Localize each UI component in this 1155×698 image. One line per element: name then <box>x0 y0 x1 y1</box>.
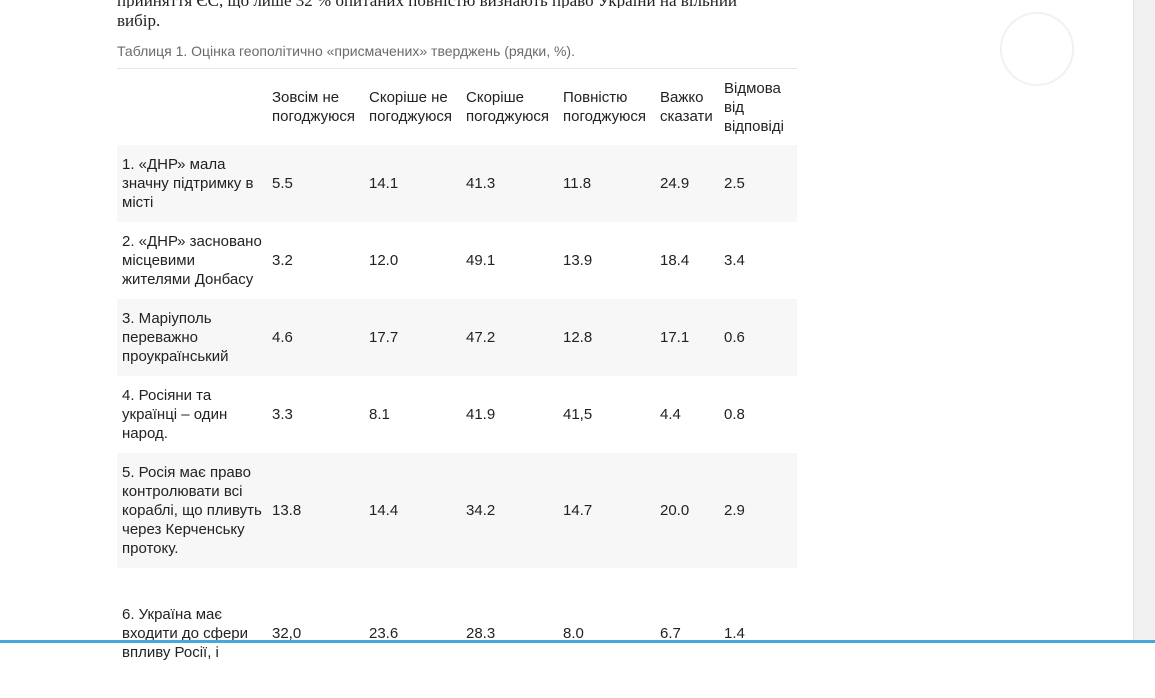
table-cell: 23.6 <box>369 624 399 642</box>
table-cell: 0.6 <box>724 329 745 346</box>
survey-table: Зовсім не погоджуюся Скоріше не погоджую… <box>117 69 797 698</box>
header-cell: Відмова від відповіді <box>724 79 784 135</box>
scrollbar-track[interactable] <box>1133 0 1155 643</box>
table-cell: 47.2 <box>466 329 496 346</box>
table-cell: 49.1 <box>466 252 496 269</box>
table-caption: Таблиця 1. Оцінка геополітично «присмаче… <box>117 43 575 59</box>
header-cell: Скоріше погоджуюся <box>466 89 549 125</box>
article-text-line: вибір. <box>117 11 161 30</box>
divider <box>117 68 797 69</box>
table-cell: 13.8 <box>272 502 302 519</box>
table-cell: 41.3 <box>466 175 496 192</box>
table-cell: 14.4 <box>369 502 399 519</box>
table-cell: 20.0 <box>660 502 690 519</box>
table-cell: 3.2 <box>272 252 293 269</box>
table-cell: 28.3 <box>466 624 496 642</box>
table-cell: 12.0 <box>369 252 399 269</box>
row-label: 2. «ДНР» засновано місцевими жителями До… <box>122 233 262 288</box>
header-cell-empty <box>117 69 272 145</box>
table-row: 2. «ДНР» засновано місцевими жителями До… <box>117 222 797 299</box>
bottom-accent-line <box>0 640 1155 643</box>
table-cell: 3.4 <box>724 252 745 269</box>
table-cell: 4.4 <box>660 406 681 423</box>
table-cell: 13.9 <box>563 252 593 269</box>
table-row: 5. Росія має право контролювати всі кора… <box>117 453 797 568</box>
header-cell: Зовсім не погоджуюся <box>272 89 355 125</box>
table-cell: 41,5 <box>563 406 593 423</box>
row-label: 3. Маріуполь переважно проукраїнський <box>122 310 229 365</box>
row-label: 1. «ДНР» мала значну підтримку в місті <box>122 156 254 211</box>
table-cell: 14.1 <box>369 175 399 192</box>
table-row: 4. Росіяни та українці – один народ. 3.3… <box>117 376 797 453</box>
table-cell: 8.0 <box>563 624 584 642</box>
table-cell: 3.3 <box>272 406 293 423</box>
table-cell: 2.5 <box>724 175 745 192</box>
table-cell: 5.5 <box>272 175 293 192</box>
table-cell: 1.4 <box>724 624 745 642</box>
article-text-line: прийняття ЄС, що лише 32 % опитаних повн… <box>117 0 877 8</box>
table-cell: 8.1 <box>369 406 390 423</box>
table-row: 3. Маріуполь переважно проукраїнський 4.… <box>117 299 797 376</box>
table-cell: 14.7 <box>563 502 593 519</box>
table-cell: 18.4 <box>660 252 690 269</box>
header-cell: Повністю погоджуюся <box>563 89 646 125</box>
table-cell: 12.8 <box>563 329 593 346</box>
table-cell: 4.6 <box>272 329 293 346</box>
table-row: 1. «ДНР» мала значну підтримку в місті 5… <box>117 145 797 222</box>
row-label: 5. Росія має право контролювати всі кора… <box>122 464 262 557</box>
article-text-fragment: прийняття ЄС, що лише 32 % опитаних повн… <box>117 0 877 34</box>
table-cell: 2.9 <box>724 502 745 519</box>
row-label: 4. Росіяни та українці – один народ. <box>122 387 228 442</box>
row-label: 6. Україна має входити до сфери впливу Р… <box>122 605 249 661</box>
table-cell: 6.7 <box>660 624 681 642</box>
table-cell: 11.8 <box>563 175 592 192</box>
table-row: 6. Україна має входити до сфери впливу Р… <box>117 568 797 698</box>
table-cell: 17.1 <box>660 329 690 346</box>
table-cell: 32,0 <box>272 624 302 642</box>
watermark-logo <box>1000 12 1074 86</box>
table-header-row: Зовсім не погоджуюся Скоріше не погоджую… <box>117 69 797 145</box>
table-cell: 34.2 <box>466 502 496 519</box>
table-cell: 0.8 <box>724 406 745 423</box>
table-cell: 41.9 <box>466 406 496 423</box>
header-cell: Скоріше не погоджуюся <box>369 89 452 125</box>
header-cell: Важко сказати <box>660 89 713 125</box>
table-cell: 24.9 <box>660 175 690 192</box>
table-cell: 17.7 <box>369 329 399 346</box>
